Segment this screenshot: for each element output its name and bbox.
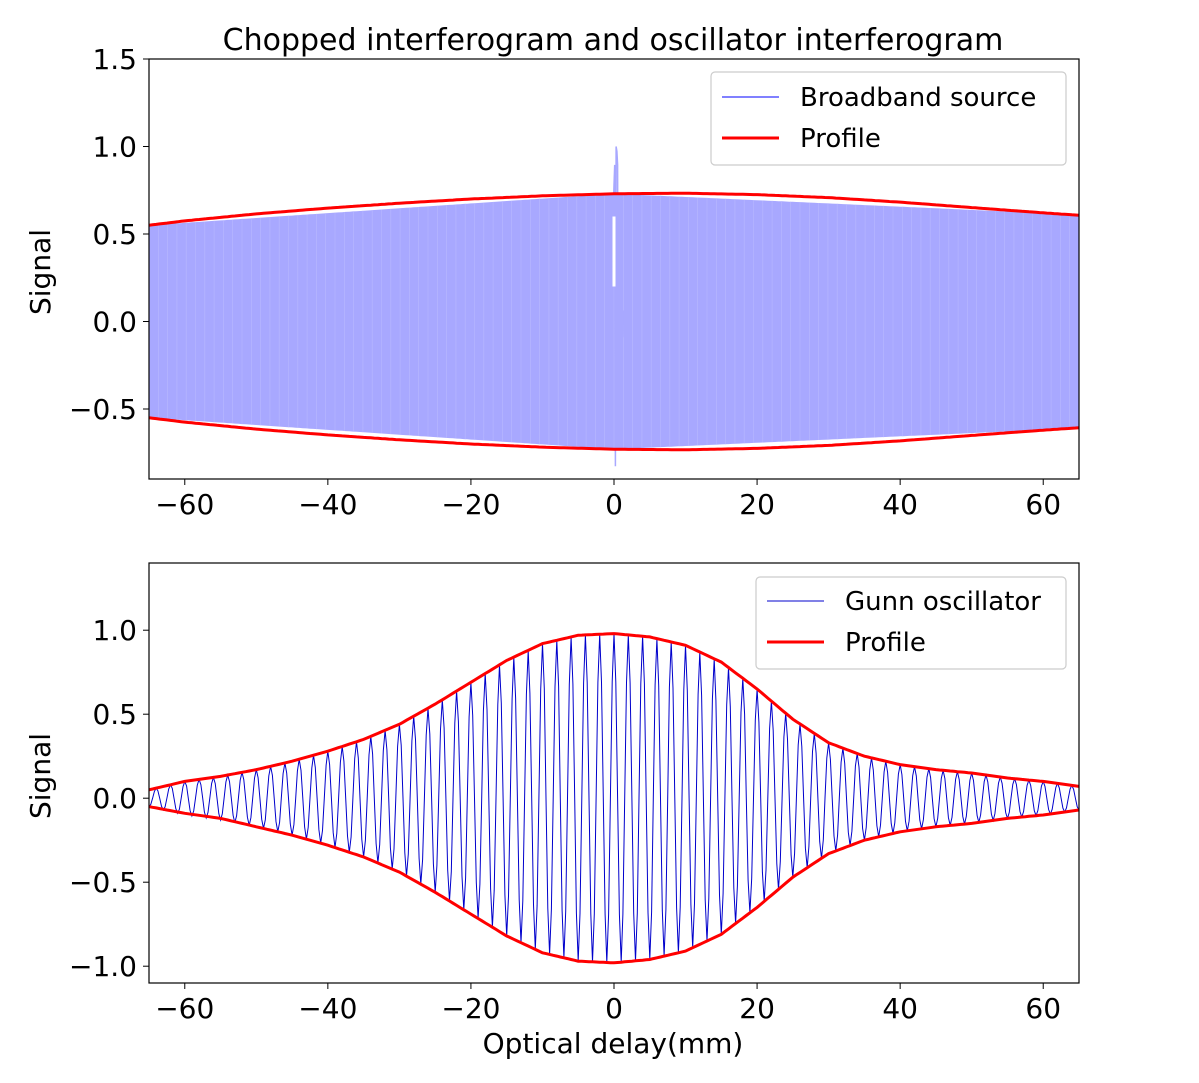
top-series-group <box>149 146 1079 467</box>
top-ticks: −60 −40 −20 0 20 40 60 −0.5 0.0 0.5 1.0 1.5 <box>69 43 1061 521</box>
top-x-tick-label: −60 <box>155 488 214 521</box>
top-y-tick-label: 1.0 <box>92 131 137 164</box>
legend-gunn-label: Gunn oscillator <box>845 587 1041 617</box>
top-x-tick-label: 60 <box>1025 488 1061 521</box>
top-x-tick-label: 0 <box>605 488 623 521</box>
x-axis-label: Optical delay(mm) <box>483 1027 744 1060</box>
bottom-x-tick-label: 40 <box>882 992 918 1025</box>
top-x-tick-label: 20 <box>739 488 775 521</box>
bottom-y-tick-label: −0.5 <box>69 866 137 899</box>
top-y-tick-label: 1.5 <box>92 43 137 76</box>
bottom-x-tick-label: 20 <box>739 992 775 1025</box>
broadband-center-burst <box>604 146 626 467</box>
gunn-oscillator-line <box>149 633 1079 963</box>
bottom-y-tick-label: 0.5 <box>92 698 137 731</box>
legend-profile-label-bottom: Profile <box>845 628 926 658</box>
bottom-x-tick-label: −60 <box>155 992 214 1025</box>
top-plot-area <box>149 146 1079 467</box>
chart-title: Chopped interferogram and oscillator int… <box>223 23 1004 58</box>
bottom-ticks: −60 −40 −20 0 20 40 60 −1.0 −0.5 0.0 0.5 1.0 <box>69 614 1061 1025</box>
top-profile-upper <box>149 191 1079 227</box>
top-y-axis-label: Signal <box>24 229 57 315</box>
bottom-x-tick-label: 0 <box>605 992 623 1025</box>
bottom-series-group <box>149 632 1079 965</box>
top-legend: Broadband source Profile <box>710 71 1067 166</box>
bottom-legend: Gunn oscillator Profile <box>755 576 1067 670</box>
legend-broadband-label: Broadband source <box>800 83 1036 113</box>
top-y-tick-label: 0.5 <box>92 218 137 251</box>
top-x-tick-label: −20 <box>441 488 500 521</box>
bottom-legend-box <box>755 576 1067 670</box>
bottom-y-tick-label: 0.0 <box>92 782 137 815</box>
top-profile-lower <box>149 416 1079 452</box>
legend-profile-label-top: Profile <box>800 124 881 154</box>
bottom-panel: −60 −40 −20 0 20 40 60 −1.0 −0.5 0.0 0.5 1.0 Signal… <box>24 562 1080 1060</box>
top-legend-box <box>710 71 1067 166</box>
bottom-x-tick-label: 60 <box>1025 992 1061 1025</box>
top-x-tick-label: 40 <box>882 488 918 521</box>
bottom-profile-upper <box>149 632 1079 792</box>
top-x-tick-label: −40 <box>298 488 357 521</box>
broadband-source-oscillation <box>149 193 1079 450</box>
bottom-y-tick-label: 1.0 <box>92 614 137 647</box>
bottom-x-tick-label: −40 <box>298 992 357 1025</box>
bottom-y-axis-label: Signal <box>24 733 57 819</box>
bottom-y-tick-label: −1.0 <box>69 950 137 983</box>
bottom-plot-area <box>149 632 1079 965</box>
top-y-tick-label: 0.0 <box>92 306 137 339</box>
top-y-tick-label: −0.5 <box>69 393 137 426</box>
bottom-x-tick-label: −20 <box>441 992 500 1025</box>
top-panel: Chopped interferogram and oscillator int… <box>24 23 1080 521</box>
bottom-profile-lower <box>149 805 1079 965</box>
